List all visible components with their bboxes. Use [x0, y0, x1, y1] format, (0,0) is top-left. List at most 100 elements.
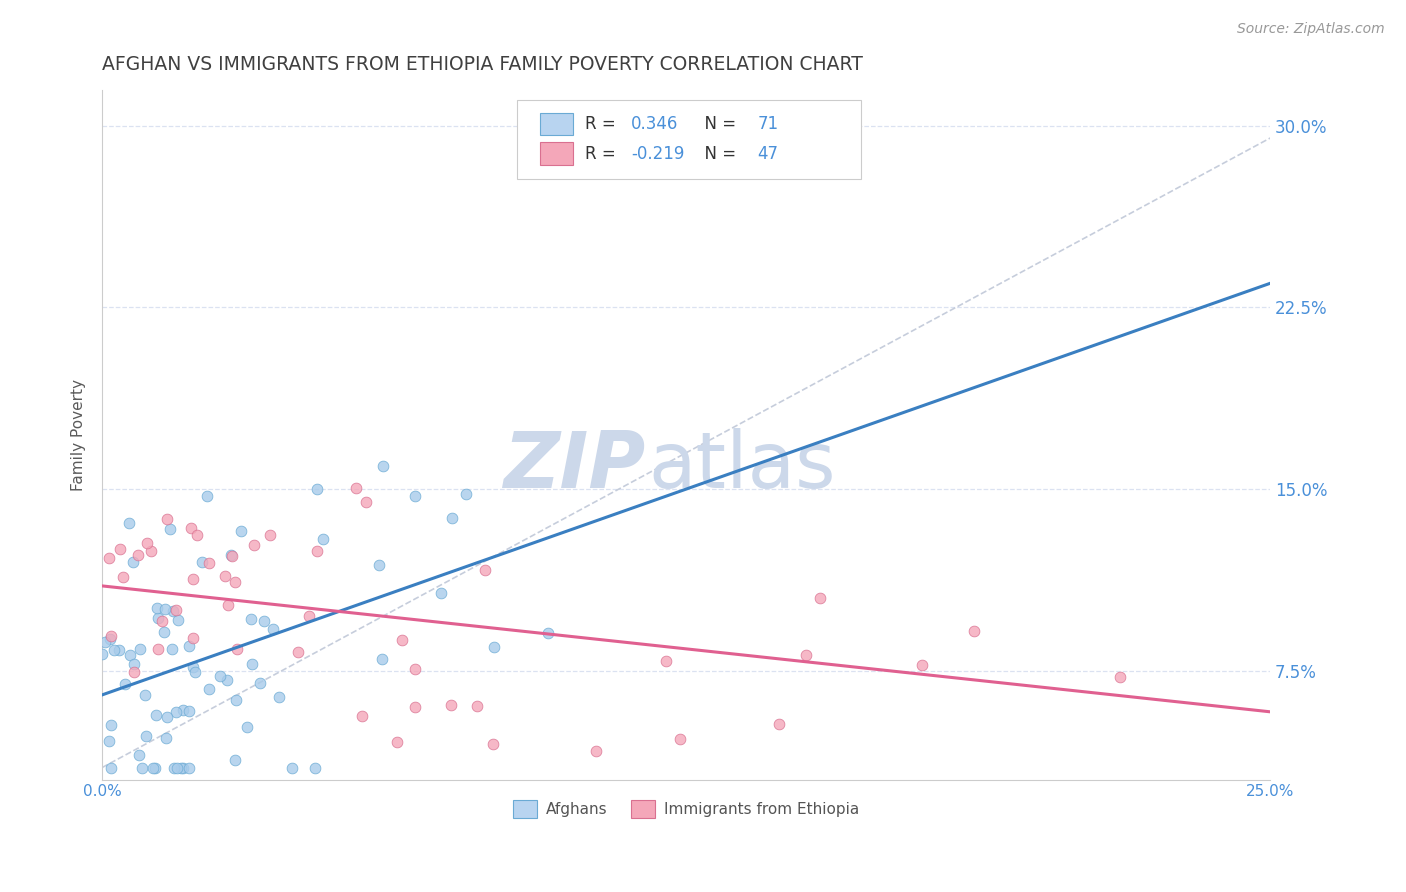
- Point: [655, 654, 678, 668]
- Point: [184, 665, 207, 679]
- Point: [94, 635, 117, 649]
- Point: [198, 681, 221, 696]
- Point: [307, 483, 329, 497]
- Point: [235, 720, 257, 734]
- Text: 47: 47: [758, 145, 779, 162]
- Point: [108, 643, 131, 657]
- Point: [135, 729, 157, 743]
- Point: [142, 760, 165, 774]
- Point: [808, 591, 831, 605]
- Point: [108, 542, 131, 557]
- Point: [354, 495, 377, 509]
- Text: R =: R =: [585, 145, 620, 162]
- Point: [135, 536, 157, 550]
- Point: [162, 641, 184, 656]
- Point: [180, 521, 202, 535]
- Point: [585, 744, 607, 758]
- Point: [156, 710, 179, 724]
- Point: [259, 528, 281, 542]
- Text: atlas: atlas: [648, 427, 837, 504]
- Point: [350, 708, 373, 723]
- Point: [217, 673, 239, 688]
- Text: ZIP: ZIP: [503, 427, 645, 504]
- Point: [150, 615, 173, 629]
- Point: [208, 669, 231, 683]
- Point: [281, 760, 304, 774]
- Point: [385, 735, 408, 749]
- Text: AFGHAN VS IMMIGRANTS FROM ETHIOPIA FAMILY POVERTY CORRELATION CHART: AFGHAN VS IMMIGRANTS FROM ETHIOPIA FAMIL…: [103, 55, 863, 74]
- Point: [441, 511, 464, 525]
- Point: [120, 648, 142, 662]
- Point: [118, 516, 141, 530]
- Point: [297, 609, 319, 624]
- Point: [243, 537, 266, 551]
- Point: [304, 760, 326, 774]
- Point: [454, 486, 477, 500]
- Point: [482, 640, 505, 654]
- Point: [163, 760, 186, 774]
- Point: [134, 688, 156, 702]
- Point: [217, 598, 239, 612]
- Point: [162, 604, 184, 618]
- Point: [98, 550, 121, 565]
- Point: [224, 753, 246, 767]
- Point: [181, 572, 204, 586]
- Point: [225, 692, 247, 706]
- Point: [267, 690, 290, 705]
- Point: [97, 733, 120, 747]
- Point: [177, 639, 200, 653]
- Point: [148, 641, 170, 656]
- Point: [153, 601, 176, 615]
- Point: [111, 569, 134, 583]
- Point: [371, 459, 394, 474]
- Point: [91, 647, 114, 661]
- Point: [167, 613, 190, 627]
- Point: [430, 586, 453, 600]
- Point: [794, 648, 817, 662]
- Point: [371, 651, 394, 665]
- Point: [121, 556, 143, 570]
- Point: [165, 705, 187, 719]
- Point: [122, 657, 145, 671]
- Point: [172, 760, 194, 774]
- FancyBboxPatch shape: [540, 112, 572, 136]
- Point: [768, 716, 790, 731]
- Text: N =: N =: [695, 115, 742, 133]
- Point: [963, 624, 986, 638]
- Point: [122, 665, 145, 680]
- Point: [305, 544, 328, 558]
- Point: [181, 631, 204, 645]
- Point: [100, 629, 122, 643]
- Point: [311, 532, 333, 546]
- Point: [391, 633, 413, 648]
- Point: [911, 658, 934, 673]
- Text: 71: 71: [758, 115, 779, 133]
- Point: [224, 575, 246, 590]
- Point: [221, 548, 243, 562]
- Point: [100, 760, 122, 774]
- Y-axis label: Family Poverty: Family Poverty: [72, 378, 86, 491]
- Point: [155, 731, 177, 746]
- Point: [177, 704, 200, 718]
- Point: [240, 657, 263, 671]
- Point: [404, 662, 426, 676]
- Text: -0.219: -0.219: [631, 145, 685, 162]
- Point: [129, 642, 152, 657]
- FancyBboxPatch shape: [540, 143, 572, 165]
- Point: [100, 718, 122, 732]
- Point: [131, 760, 153, 774]
- Point: [190, 555, 212, 569]
- Point: [198, 557, 221, 571]
- Point: [253, 614, 276, 628]
- Point: [537, 626, 560, 640]
- Legend: Afghans, Immigrants from Ethiopia: Afghans, Immigrants from Ethiopia: [506, 794, 866, 823]
- Point: [145, 708, 167, 723]
- Point: [114, 676, 136, 690]
- Point: [465, 699, 488, 714]
- Point: [249, 676, 271, 690]
- Point: [153, 625, 176, 640]
- Point: [177, 760, 200, 774]
- Point: [148, 611, 170, 625]
- Point: [367, 558, 389, 573]
- Point: [195, 489, 218, 503]
